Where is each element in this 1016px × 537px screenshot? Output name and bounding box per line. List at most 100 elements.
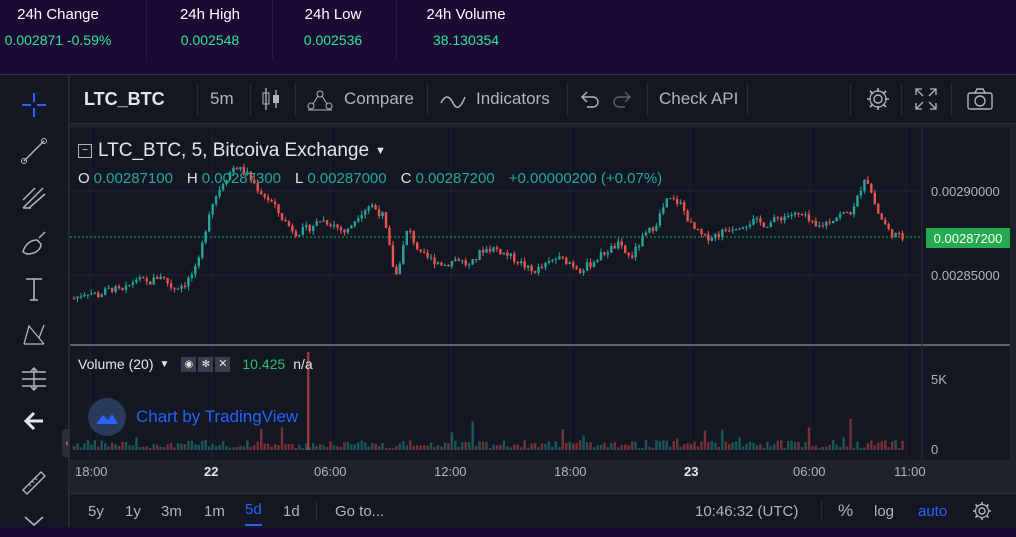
volume-bar [128, 445, 131, 450]
fullscreen-button[interactable] [914, 75, 938, 123]
volume-bar [641, 447, 644, 450]
volume-bar [568, 441, 571, 450]
volume-bar [585, 442, 589, 450]
volume-bar [142, 446, 145, 450]
candle-body [651, 227, 655, 231]
trend-line-icon[interactable] [18, 135, 50, 167]
screenshot-button[interactable] [966, 75, 994, 123]
settings-button[interactable] [865, 75, 891, 123]
time-axis-label: 18:00 [554, 464, 587, 479]
drawing-toolbar [0, 75, 69, 527]
candle-body [648, 227, 651, 233]
goto-button[interactable]: Go to... [335, 502, 385, 520]
volume-bar [221, 440, 225, 450]
close-icon[interactable]: ✕ [215, 356, 231, 372]
time-axis-label: 06:00 [314, 464, 347, 479]
candle-body [807, 214, 811, 221]
candle-body [849, 212, 852, 215]
candle-body [173, 287, 176, 289]
volume-controls[interactable]: ◉ ✻ ✕ [181, 356, 231, 372]
volume-bar [97, 446, 100, 450]
watermark-text: Chart by TradingView [136, 407, 299, 426]
volume-bar [395, 445, 398, 450]
legend-dropdown-icon[interactable]: ▼ [375, 145, 386, 157]
indicators-button[interactable]: Indicators [440, 75, 550, 123]
volume-bar [648, 446, 651, 450]
range-1m[interactable]: 1m [204, 502, 225, 520]
volume-bar [738, 437, 741, 450]
stat-label: 24h Volume [426, 6, 506, 23]
candle-body [734, 229, 738, 231]
volume-bar [353, 444, 356, 450]
ohlc-low-value: 0.00287000 [307, 170, 387, 187]
percent-toggle[interactable]: % [838, 501, 854, 520]
auto-toggle[interactable]: auto [918, 502, 948, 520]
volume-bar [107, 446, 110, 450]
candle-body [107, 287, 110, 289]
scale-settings-button[interactable] [972, 494, 992, 528]
volume-bar [894, 440, 897, 450]
tradingview-watermark[interactable]: Chart by TradingView [88, 398, 298, 436]
eye-icon[interactable]: ◉ [181, 356, 197, 372]
collapse-toolbar-icon[interactable]: ‹ [62, 429, 72, 457]
chevron-down-icon[interactable] [18, 505, 50, 537]
symbol-selector[interactable]: LTC_BTC [84, 88, 165, 109]
candle-body [343, 230, 346, 233]
gear-icon[interactable]: ✻ [198, 356, 214, 372]
volume-bar [818, 447, 821, 450]
candle-body [156, 277, 159, 279]
candle-body [443, 264, 447, 266]
candle-body [336, 224, 339, 228]
redo-button[interactable] [612, 75, 634, 123]
ruler-icon[interactable] [18, 467, 50, 499]
volume-dropdown-icon[interactable]: ▼ [159, 358, 170, 370]
range-1d[interactable]: 1d [283, 502, 300, 520]
time-axis-label: 23 [684, 464, 699, 479]
candle-body [620, 241, 623, 246]
range-3m[interactable]: 3m [161, 502, 182, 520]
undo-icon [581, 91, 599, 108]
candle-body [402, 245, 405, 264]
range-1y[interactable]: 1y [125, 502, 141, 520]
undo-button[interactable] [578, 75, 600, 123]
candle-body [755, 218, 759, 220]
volume-bar [440, 446, 443, 450]
range-5y[interactable]: 5y [88, 502, 104, 520]
candle-body [284, 219, 287, 222]
range-5d[interactable]: 5d [245, 494, 262, 526]
collapse-legend-icon[interactable]: − [78, 144, 92, 158]
price-chart[interactable] [0, 0, 1016, 526]
candle-body [703, 234, 707, 236]
volume-bar [599, 444, 603, 450]
pattern-icon[interactable] [18, 319, 50, 351]
candle-body [440, 262, 443, 266]
volume-bar [433, 447, 436, 450]
interval-selector[interactable]: 5m [210, 89, 234, 108]
candle-style-button[interactable] [260, 75, 282, 123]
chart-toolbar: LTC_BTC 5m Compare Indicators Check API [70, 75, 1016, 124]
candle-body [367, 206, 370, 211]
candle-body [731, 229, 734, 231]
volume-bar [204, 440, 207, 450]
volume-bar [838, 447, 842, 450]
volume-bar [104, 443, 107, 450]
compare-button[interactable]: Compare [306, 75, 414, 123]
stat-24h-low: 24h Low 0.002536 [288, 6, 378, 48]
measure-icon[interactable] [18, 363, 50, 395]
text-icon[interactable] [18, 273, 50, 305]
candle-body [239, 166, 242, 170]
stat-value: 0.002536 [303, 32, 363, 48]
arrow-left-icon[interactable] [18, 405, 50, 437]
log-toggle[interactable]: log [874, 502, 895, 520]
crosshair-icon[interactable] [18, 89, 50, 121]
candles-icon [262, 88, 279, 110]
brush-icon[interactable] [18, 227, 50, 259]
compare-label: Compare [344, 89, 414, 108]
volume-bar [651, 447, 655, 450]
candle-body [398, 263, 402, 275]
candle-body [97, 292, 100, 298]
time-axis-label: 22 [204, 464, 219, 479]
pitchfork-icon[interactable] [18, 181, 50, 213]
candle-body [825, 221, 828, 226]
check-api-button[interactable]: Check API [659, 89, 739, 108]
